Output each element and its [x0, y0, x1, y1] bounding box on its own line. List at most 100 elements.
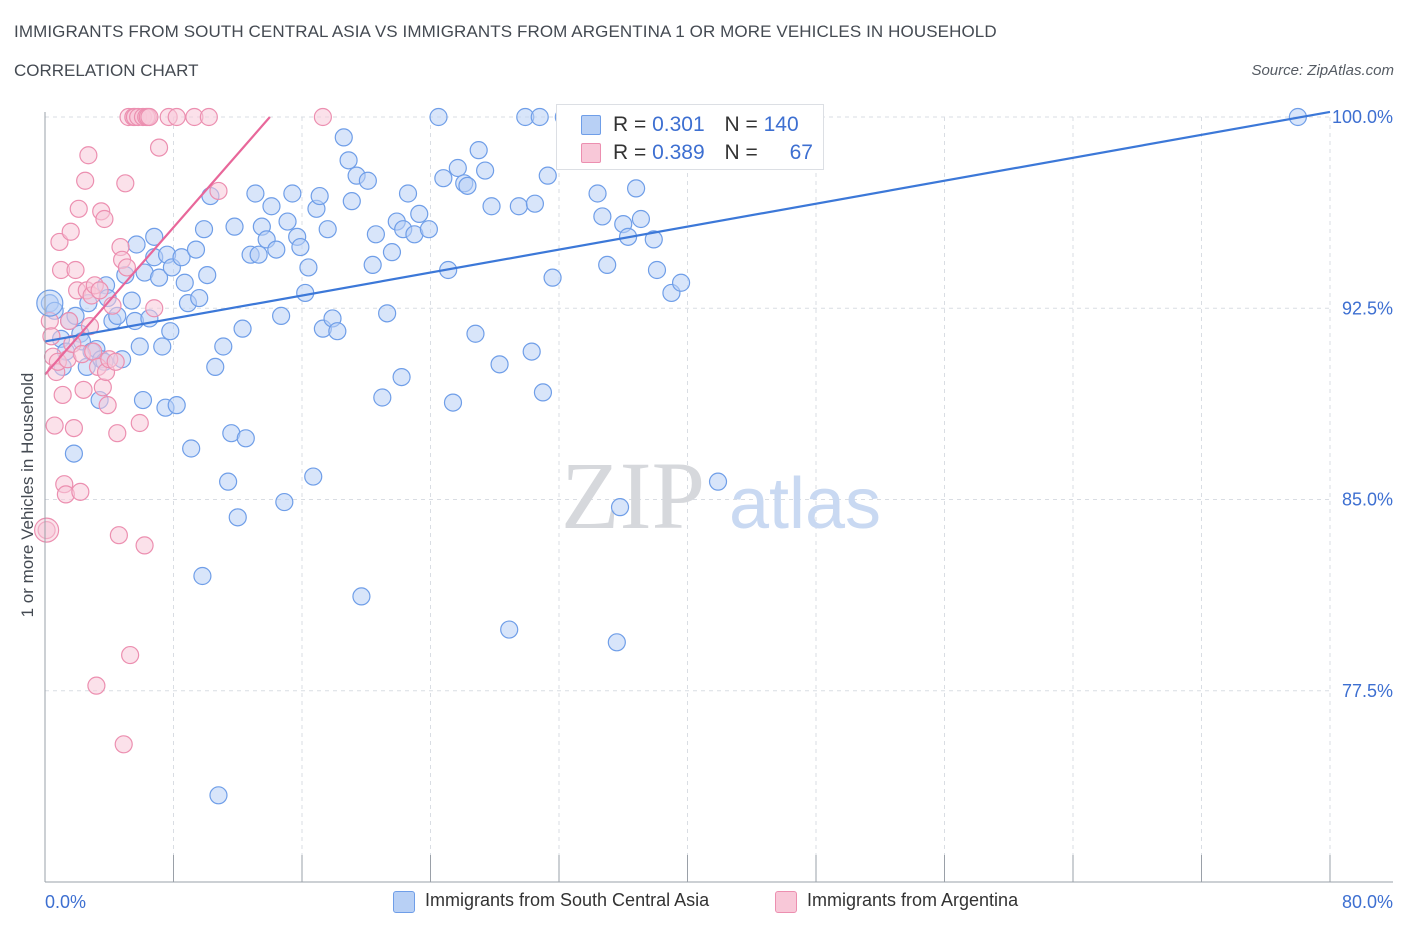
argentina-point: [90, 281, 109, 300]
asia-point: [382, 243, 402, 262]
asia-point: [538, 166, 557, 185]
asia-point: [466, 324, 485, 343]
asia-point: [530, 107, 549, 127]
asia-point: [490, 355, 509, 374]
argentina-point: [117, 258, 137, 277]
asia-point: [593, 207, 612, 226]
argentina-point: [149, 138, 169, 157]
asia-point: [249, 245, 268, 264]
asia-point: [193, 566, 212, 586]
asia-point: [443, 393, 463, 412]
asia-point: [476, 161, 495, 180]
asia-point: [153, 337, 172, 356]
asia-point: [358, 171, 377, 190]
asia-point: [291, 237, 310, 257]
pink-n-label: N =: [724, 141, 764, 164]
asia-point: [410, 204, 429, 223]
argentina-point: [116, 174, 135, 193]
asia-point: [206, 357, 225, 376]
asia-point: [275, 492, 294, 512]
asia-point: [334, 128, 353, 147]
argentina-point: [74, 380, 93, 399]
asia-point: [392, 368, 411, 387]
asia-point: [378, 304, 397, 323]
legend-pink-swatch: [775, 891, 797, 913]
argentina-point: [80, 317, 100, 336]
watermark-atlas: atlas: [729, 464, 881, 544]
asia-point: [262, 197, 281, 216]
argentina-point: [209, 181, 228, 201]
asia-point: [267, 240, 286, 259]
argentina-point: [69, 199, 88, 218]
y-tick-label: 100.0%: [1332, 107, 1393, 127]
y-tick-label: 85.0%: [1342, 490, 1393, 510]
asia-point: [458, 176, 477, 195]
argentina-point: [108, 424, 127, 443]
argentina-point: [130, 413, 149, 433]
data-points: [34, 107, 1307, 805]
argentina-point: [109, 526, 128, 545]
argentina-point: [135, 536, 154, 555]
asia-point: [283, 184, 302, 203]
source-credit: Source: ZipAtlas.com: [1251, 62, 1394, 79]
argentina-point: [199, 107, 218, 127]
asia-point: [172, 248, 191, 267]
asia-point: [130, 337, 149, 356]
argentina-point: [34, 517, 60, 543]
asia-point: [161, 322, 180, 341]
pink-n-value: 67: [789, 141, 813, 164]
watermark: ZIP atlas: [561, 442, 881, 549]
asia-point: [434, 169, 453, 188]
blue-r-label: R =: [613, 113, 653, 136]
asia-point: [175, 273, 194, 292]
argentina-point: [76, 171, 95, 190]
asia-point: [500, 620, 519, 639]
asia-point: [304, 467, 323, 486]
asia-point: [225, 217, 244, 236]
stats-box: R = 0.301 N = 140 R = 0.389 N = 67: [556, 104, 824, 170]
asia-point: [373, 388, 392, 407]
legend-blue-swatch: [393, 891, 415, 913]
argentina-point: [59, 311, 79, 331]
asia-point: [246, 184, 265, 203]
argentina-point: [114, 735, 133, 754]
argentina-point: [313, 107, 332, 127]
asia-point: [419, 220, 438, 239]
asia-point: [190, 288, 209, 308]
asia-point: [366, 225, 385, 244]
pink-r-label: R =: [613, 141, 653, 164]
pink-r-value: 0.389: [652, 141, 705, 164]
asia-point: [626, 179, 646, 198]
asia-point: [236, 429, 255, 448]
y-axis-label: 1 or more Vehicles in Household: [18, 372, 37, 618]
axes: 77.5% 85.0% 92.5% 100.0% 0.0% 80.0%: [44, 107, 1393, 912]
asia-point: [631, 209, 651, 229]
y-tick-label: 92.5%: [1342, 298, 1393, 318]
asia-point: [339, 151, 358, 170]
asia-point: [509, 197, 528, 216]
argentina-point: [98, 396, 117, 415]
asia-point: [228, 508, 247, 527]
asia-point: [647, 260, 667, 280]
asia-point: [278, 212, 297, 231]
blue-n-value: 140: [763, 113, 799, 136]
asia-point: [299, 258, 318, 277]
asia-point: [64, 444, 84, 463]
chart-subtitle: CORRELATION CHART: [14, 61, 199, 80]
chart-title: IMMIGRANTS FROM SOUTH CENTRAL ASIA VS IM…: [14, 22, 997, 41]
asia-point: [522, 342, 541, 361]
argentina-point: [84, 342, 103, 361]
asia-point: [671, 273, 691, 292]
argentina-point: [140, 107, 159, 127]
asia-point: [363, 255, 382, 274]
asia-point: [398, 184, 418, 203]
asia-point: [198, 266, 217, 285]
asia-point: [607, 633, 626, 652]
argentina-point: [106, 352, 125, 371]
asia-point: [214, 337, 233, 356]
argentina-point: [93, 378, 112, 397]
argentina-point: [167, 107, 186, 127]
asia-point: [429, 107, 448, 127]
asia-point: [127, 235, 146, 254]
